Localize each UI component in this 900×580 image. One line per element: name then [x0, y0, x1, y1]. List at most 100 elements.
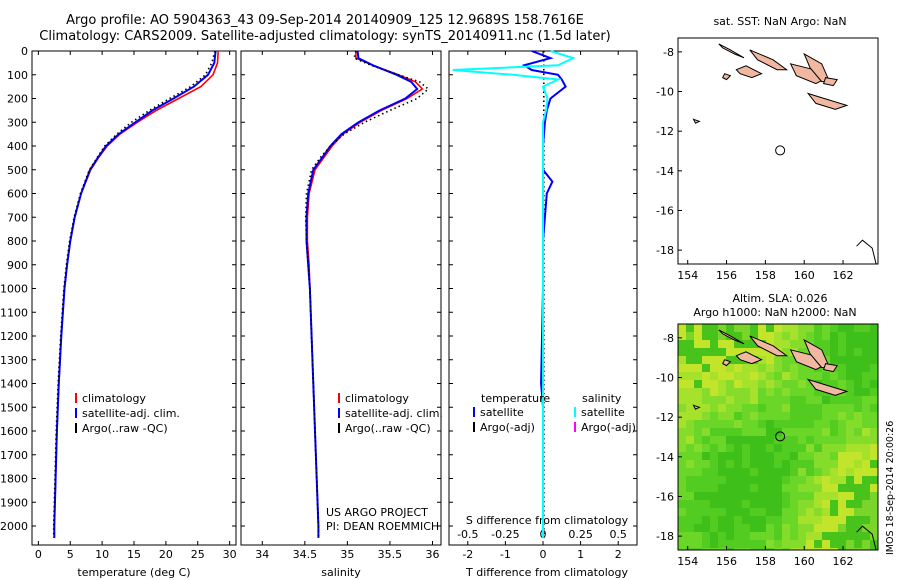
sla-map-y-tick-label: -16	[656, 490, 674, 503]
sla-map-sla-cell	[734, 468, 742, 476]
sla-map-sla-cell	[838, 380, 846, 388]
x-tick-label: -2	[462, 548, 473, 561]
sla-map-sla-cell	[710, 540, 718, 548]
sla-map-sla-cell	[830, 508, 838, 516]
sla-map-sla-cell	[702, 500, 710, 508]
sla-map-sla-cell	[710, 340, 718, 348]
sla-map-sla-cell	[782, 332, 790, 340]
sla-map-sla-cell	[766, 476, 774, 484]
x-tick-label: 35.5	[378, 548, 403, 561]
sla-map-sla-cell	[838, 436, 846, 444]
sla-map-sla-cell	[782, 388, 790, 396]
sla-map-sla-cell	[686, 348, 694, 356]
sst-map-y-tick-label: -14	[656, 165, 674, 178]
sla-map-sla-cell	[702, 524, 710, 532]
sla-map-sla-cell	[846, 388, 854, 396]
sla-map-sla-cell	[854, 516, 862, 524]
sla-map-sla-cell	[678, 420, 686, 428]
sla-map-sla-cell	[734, 388, 742, 396]
sla-map-sla-cell	[806, 508, 814, 516]
sla-map-sla-cell	[686, 476, 694, 484]
sla-map-sla-cell	[758, 548, 766, 550]
sla-map-sla-cell	[790, 332, 798, 340]
sla-map-sla-cell	[694, 372, 702, 380]
sla-map-sla-cell	[750, 460, 758, 468]
sla-map-sla-cell	[686, 540, 694, 548]
sla-map-sla-cell	[774, 516, 782, 524]
sla-map-sla-cell	[822, 348, 830, 356]
sla-map-sla-cell	[742, 428, 750, 436]
sla-map-sla-cell	[766, 468, 774, 476]
sla-map-sla-cell	[694, 444, 702, 452]
sla-map-sla-cell	[710, 348, 718, 356]
sla-map-sla-cell	[742, 484, 750, 492]
sla-map-x-tick-label: 160	[794, 555, 815, 568]
sla-map-sla-cell	[742, 476, 750, 484]
sla-map-sla-cell	[806, 436, 814, 444]
y-tick-label: 300	[7, 116, 28, 129]
sla-map-sla-cell	[718, 340, 726, 348]
temperature-legend-3-label: Argo(..raw -QC)	[82, 422, 168, 435]
sla-map-sla-cell	[838, 396, 846, 404]
sla-map-sla-cell	[702, 396, 710, 404]
sla-map-sla-cell	[838, 532, 846, 540]
sla-map-sla-cell	[742, 364, 750, 372]
sla-map-sla-cell	[870, 444, 878, 452]
sla-map-sla-cell	[694, 460, 702, 468]
sla-map-sla-cell	[734, 356, 742, 364]
sla-map-sla-cell	[718, 484, 726, 492]
sla-map-sla-cell	[830, 484, 838, 492]
sla-map-sla-cell	[782, 468, 790, 476]
sla-map-sla-cell	[734, 532, 742, 540]
sla-map-sla-cell	[790, 460, 798, 468]
sla-map-sla-cell	[710, 436, 718, 444]
sla-map-sla-cell	[686, 364, 694, 372]
sla-map-sla-cell	[710, 484, 718, 492]
sla-map-sla-cell	[830, 524, 838, 532]
sla-map-sla-cell	[750, 500, 758, 508]
sla-map-sla-cell	[766, 356, 774, 364]
sla-map-sla-cell	[750, 372, 758, 380]
sla-map-sla-cell	[718, 372, 726, 380]
sla-map-sla-cell	[718, 356, 726, 364]
sla-map-sla-cell	[702, 420, 710, 428]
sla-map-sla-cell	[854, 468, 862, 476]
sla-map-sla-cell	[870, 396, 878, 404]
sla-map-sla-cell	[806, 452, 814, 460]
sla-map-sla-cell	[758, 404, 766, 412]
sla-map-sla-cell	[862, 452, 870, 460]
sla-map-sla-cell	[790, 492, 798, 500]
sla-map-sla-cell	[814, 452, 822, 460]
sla-map-sla-cell	[830, 396, 838, 404]
sla-map-y-tick-label: -14	[656, 451, 674, 464]
y-tick-label: 100	[7, 69, 28, 82]
sla-map-sla-cell	[702, 324, 710, 332]
sla-map-sla-cell	[846, 532, 854, 540]
sla-map-sla-cell	[686, 372, 694, 380]
sla-map-sla-cell	[766, 364, 774, 372]
sla-map-sla-cell	[838, 356, 846, 364]
difference-legend-s-satellite-label: satellite	[581, 406, 625, 419]
sla-map-sla-cell	[734, 524, 742, 532]
sla-map-sla-cell	[798, 540, 806, 548]
sla-map-sla-cell	[742, 460, 750, 468]
sla-map-sla-cell	[846, 404, 854, 412]
sla-map-sla-cell	[798, 396, 806, 404]
sla-map-sla-cell	[686, 452, 694, 460]
sla-map-sla-cell	[830, 340, 838, 348]
sla-map-frame	[677, 323, 879, 551]
sla-map-sla-cell	[702, 380, 710, 388]
sla-map-sla-cell	[774, 324, 782, 332]
sla-map-sla-cell	[782, 508, 790, 516]
sla-map-sla-cell	[790, 548, 798, 550]
sla-map-sla-cell	[686, 396, 694, 404]
sla-map-sla-cell	[806, 484, 814, 492]
sla-map-sla-cell	[782, 476, 790, 484]
sla-map-sla-cell	[702, 548, 710, 550]
sla-map-sla-cell	[862, 372, 870, 380]
salinity-difference-tick: -0.25	[491, 528, 519, 541]
sla-map-sla-cell	[710, 396, 718, 404]
sla-map-sla-cell	[758, 436, 766, 444]
sla-map-sla-cell	[758, 380, 766, 388]
sla-map-y-tick-label: -18	[656, 530, 674, 543]
